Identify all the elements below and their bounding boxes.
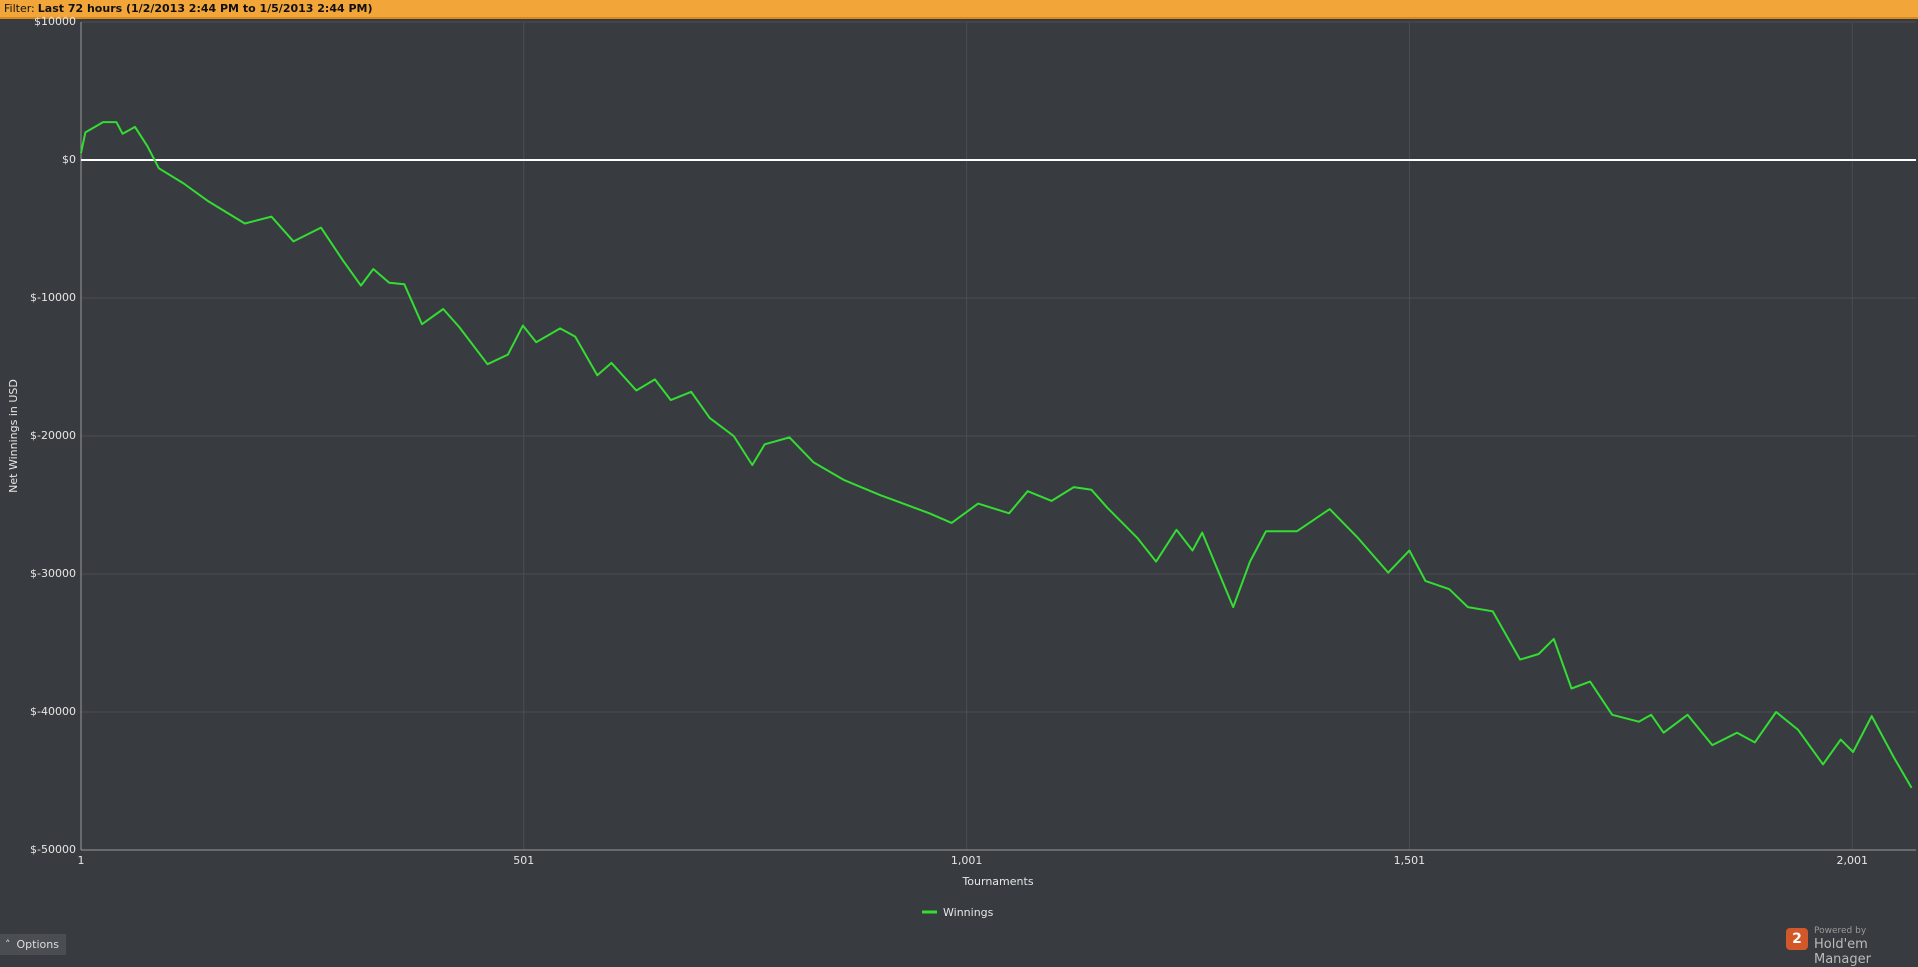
y-tick-label: $0 <box>62 153 76 166</box>
x-axis-title: Tournaments <box>961 875 1033 888</box>
y-tick-label: $-40000 <box>30 705 76 718</box>
y-axis-title: Net Winnings in USD <box>7 379 20 493</box>
x-tick-label: 1,501 <box>1394 854 1426 867</box>
options-label: Options <box>16 938 59 951</box>
powered-by: Powered by <box>1814 926 1867 936</box>
y-tick-label: $10000 <box>34 15 76 28</box>
x-tick-label: 501 <box>513 854 534 867</box>
y-tick-label: $-50000 <box>30 843 76 856</box>
legend-label: Winnings <box>943 906 994 919</box>
x-tick-label: 1 <box>78 854 85 867</box>
y-tick-label: $-20000 <box>30 429 76 442</box>
filter-label: Filter: <box>4 2 35 15</box>
filter-value: Last 72 hours (1/2/2013 2:44 PM to 1/5/2… <box>37 2 373 15</box>
x-tick-label: 2,001 <box>1836 854 1868 867</box>
brand-badge: 2 <box>1786 928 1808 950</box>
brand-name: Hold'em Manager <box>1814 937 1871 967</box>
x-tick-label: 1,001 <box>951 854 983 867</box>
y-tick-label: $-30000 <box>30 567 76 580</box>
options-button[interactable]: ˄ Options <box>0 934 66 955</box>
brand-logo: 2 Powered by Hold'em Manager <box>1786 924 1916 967</box>
series-line <box>80 121 1913 789</box>
filter-bar: Filter: Last 72 hours (1/2/2013 2:44 PM t… <box>0 0 1918 19</box>
y-tick-label: $-10000 <box>30 291 76 304</box>
